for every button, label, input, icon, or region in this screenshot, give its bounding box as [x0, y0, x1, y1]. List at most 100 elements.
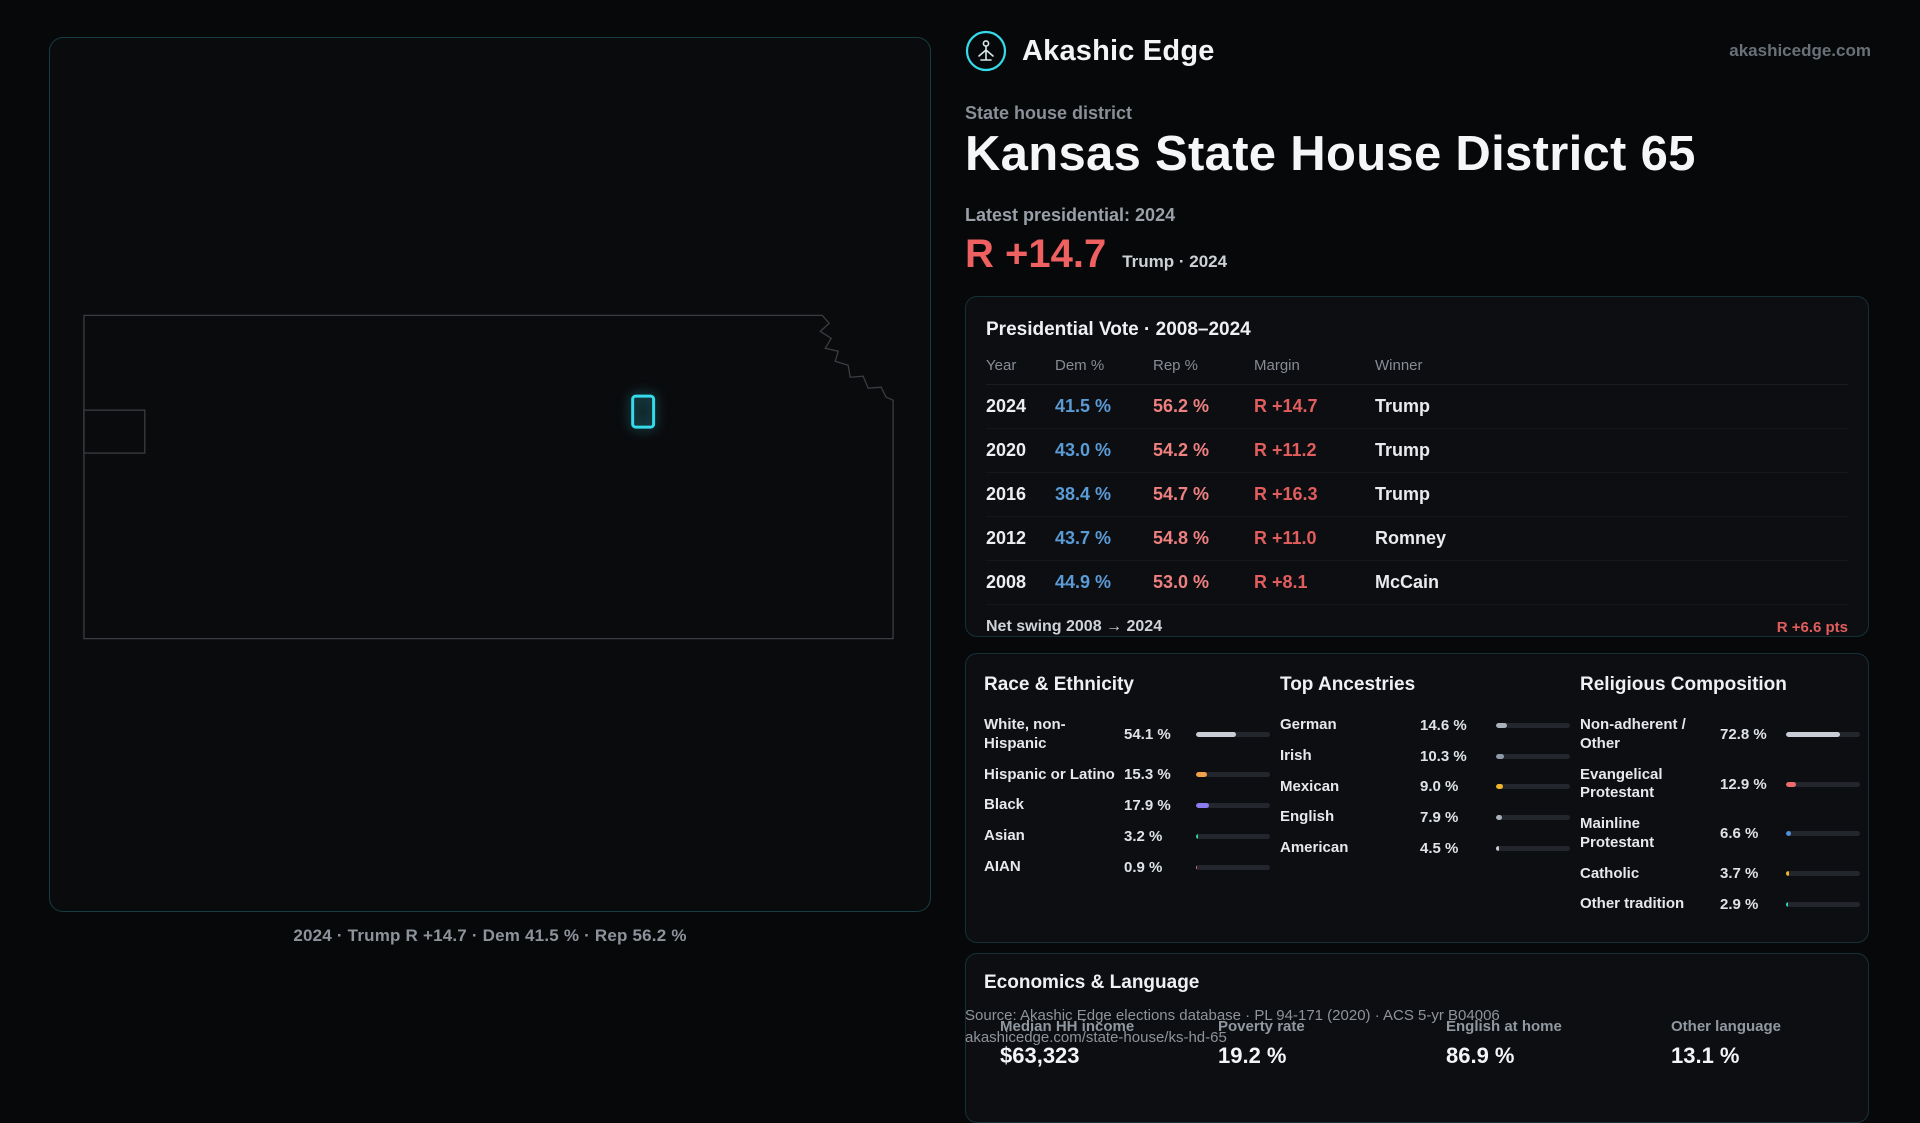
- margin-value: R +14.7: [965, 232, 1107, 276]
- religious-composition-section: Religious Composition Non-adherent / Oth…: [1580, 674, 1860, 922]
- list-item: Hispanic or Latino 15.3 %: [984, 760, 1270, 791]
- stat-value: $63,323: [1000, 1043, 1080, 1068]
- brand-name: Akashic Edge: [1022, 34, 1215, 67]
- cell-margin: R +8.1: [1254, 572, 1308, 592]
- demo-label: AIAN: [984, 857, 1021, 875]
- demo-value: 12.9 %: [1720, 775, 1767, 793]
- economics-stats-row: Median HH income $63,323 Poverty rate 19…: [984, 1018, 1850, 1069]
- list-item: Mainline Protestant 6.6 %: [1580, 809, 1860, 859]
- list-item: Evangelical Protestant 12.9 %: [1580, 760, 1860, 810]
- presidential-vote-card: Presidential Vote · 2008–2024 Year Dem %…: [965, 296, 1869, 637]
- cell-year: 2012: [986, 528, 1027, 548]
- table-row: 2020 43.0 % 54.2 % R +11.2 Trump: [986, 429, 1848, 473]
- race-ethnicity-section: Race & Ethnicity White, non-Hispanic 54.…: [984, 674, 1270, 922]
- stat-label: English at home: [1446, 1018, 1562, 1035]
- cell-year: 2020: [986, 440, 1027, 460]
- demo-bar-track: [1496, 722, 1570, 728]
- demo-label: American: [1280, 839, 1349, 856]
- demo-value: 17.9 %: [1124, 797, 1171, 815]
- map-west-subshape: [83, 409, 146, 454]
- cell-winner: McCain: [1375, 572, 1440, 592]
- demo-bar-track: [1196, 864, 1270, 870]
- demo-bar-track: [1196, 772, 1270, 778]
- list-item: English 7.9 %: [1280, 802, 1570, 833]
- demo-bar-fill: [1786, 871, 1789, 877]
- demo-value: 7.9 %: [1420, 809, 1459, 827]
- cell-rep: 54.7 %: [1153, 484, 1210, 504]
- demo-bar-track: [1196, 803, 1270, 809]
- list-item: AIAN 0.9 %: [984, 852, 1270, 883]
- vote-card-title: Presidential Vote · 2008–2024: [986, 319, 1251, 340]
- demo-label: Hispanic or Latino: [984, 765, 1115, 783]
- demographics-card: Race & Ethnicity White, non-Hispanic 54.…: [965, 653, 1869, 943]
- district-65-highlight[interactable]: [631, 394, 656, 429]
- cell-margin: R +11.2: [1254, 440, 1317, 460]
- demo-label: Irish: [1280, 746, 1312, 764]
- col-winner: Winner: [1375, 357, 1423, 374]
- cell-dem: 41.5 %: [1055, 396, 1112, 416]
- col-rep: Rep %: [1153, 357, 1199, 374]
- list-item: Asian 3.2 %: [984, 821, 1270, 852]
- demo-label: Black: [984, 796, 1025, 814]
- demo-value: 3.2 %: [1124, 827, 1163, 845]
- list-item: Catholic 3.7 %: [1580, 859, 1860, 890]
- brand-domain-link[interactable]: akashicedge.com: [1729, 41, 1871, 60]
- demo-label: German: [1280, 716, 1337, 733]
- demo-bar-fill: [1196, 803, 1210, 809]
- demo-value: 2.9 %: [1720, 896, 1759, 914]
- cell-dem: 38.4 %: [1055, 484, 1112, 504]
- stat-value: 86.9 %: [1446, 1043, 1515, 1068]
- cell-year: 2024: [986, 396, 1027, 416]
- cell-rep: 53.0 %: [1153, 572, 1210, 592]
- stat-poverty-rate: Poverty rate 19.2 %: [1218, 1018, 1446, 1069]
- table-row: 2008 44.9 % 53.0 % R +8.1 McCain: [986, 561, 1848, 605]
- stat-label: Median HH income: [1000, 1018, 1135, 1035]
- net-swing-row: Net swing 2008 → 2024 R +6.6 pts: [966, 605, 1868, 636]
- cell-dem: 44.9 %: [1055, 572, 1112, 592]
- demo-bar-track: [1496, 753, 1570, 759]
- economics-card-title: Economics & Language: [984, 972, 1200, 993]
- demo-label: Catholic: [1580, 864, 1640, 882]
- kansas-map[interactable]: [50, 38, 930, 911]
- map-caption: 2024 · Trump R +14.7 · Dem 41.5 % · Rep …: [293, 926, 687, 945]
- cell-winner: Trump: [1375, 396, 1431, 416]
- demo-bar-fill: [1496, 722, 1507, 728]
- col-margin: Margin: [1254, 357, 1300, 374]
- demo-bar-fill: [1496, 784, 1503, 790]
- demo-value: 9.0 %: [1420, 778, 1459, 796]
- col-year: Year: [986, 357, 1017, 374]
- demo-bar-track: [1496, 784, 1570, 790]
- kansas-state-outline: [83, 314, 894, 640]
- cell-dem: 43.0 %: [1055, 440, 1112, 460]
- demo-value: 14.6 %: [1420, 716, 1467, 734]
- cell-year: 2016: [986, 484, 1027, 504]
- col-dem: Dem %: [1055, 357, 1105, 374]
- stat-value: 19.2 %: [1218, 1043, 1287, 1068]
- demo-bar-track: [1786, 871, 1860, 877]
- stat-english-at-home: English at home 86.9 %: [1446, 1018, 1671, 1069]
- demo-bar-track: [1786, 902, 1860, 908]
- cell-winner: Trump: [1375, 440, 1431, 460]
- cell-winner: Romney: [1375, 528, 1447, 548]
- cell-rep: 56.2 %: [1153, 396, 1210, 416]
- demo-label: Mainline Protestant: [1580, 815, 1655, 851]
- net-swing-label: Net swing 2008 → 2024: [986, 618, 1163, 635]
- stat-label: Poverty rate: [1218, 1018, 1305, 1035]
- headline-margin: R +14.7 Trump · 2024: [965, 232, 1227, 277]
- demo-bar-fill: [1786, 732, 1840, 738]
- top-ancestries-section: Top Ancestries German 14.6 % Irish 10.3 …: [1280, 674, 1570, 922]
- demo-bar-track: [1786, 831, 1860, 837]
- cell-rep: 54.2 %: [1153, 440, 1210, 460]
- page-kicker: State house district: [965, 103, 1133, 123]
- demo-bar-fill: [1786, 781, 1796, 787]
- demo-label: White, non-Hispanic: [984, 716, 1066, 752]
- stat-other-language: Other language 13.1 %: [1671, 1018, 1850, 1069]
- latest-presidential-label: Latest presidential: 2024: [965, 205, 1176, 225]
- list-item: Non-adherent / Other 72.8 %: [1580, 710, 1860, 760]
- demo-label: Non-adherent / Other: [1580, 716, 1686, 752]
- cell-year: 2008: [986, 572, 1027, 592]
- demo-label: Asian: [984, 827, 1025, 844]
- demo-bar-fill: [1496, 815, 1502, 821]
- demo-bar-fill: [1496, 845, 1500, 851]
- religious-composition-title: Religious Composition: [1580, 674, 1787, 695]
